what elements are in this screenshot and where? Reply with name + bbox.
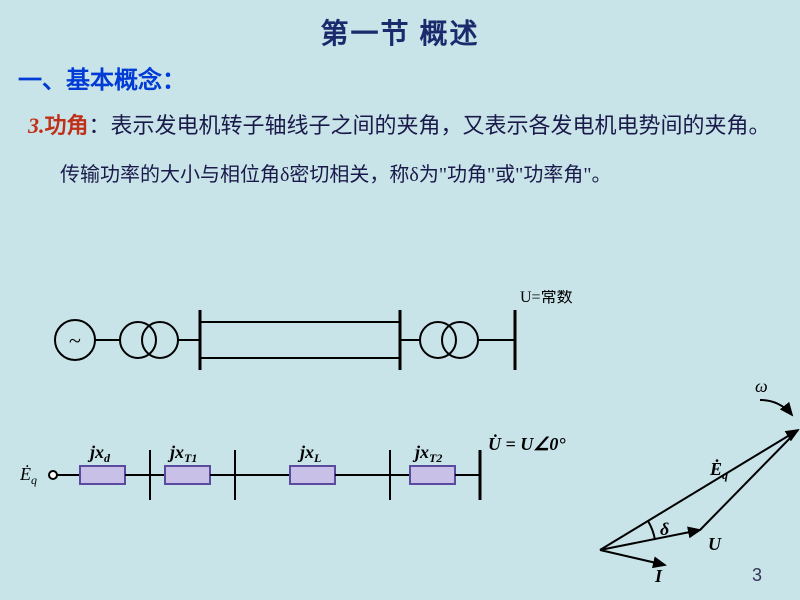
page-title: 第一节 概述 [0, 0, 800, 52]
svg-text:jxT1: jxT1 [167, 442, 197, 465]
item-number: 3. [28, 113, 45, 138]
svg-text:jxL: jxL [297, 442, 321, 465]
svg-text:U: U [708, 534, 722, 554]
explanation-paragraph: 传输功率的大小与相位角δ密切相关，称δ为"功角"或"功率角"。 [60, 160, 740, 190]
phasor-diagram: ω Ėq δ U I [560, 360, 800, 590]
svg-text:U̇ = U∠0°: U̇ = U∠0° [488, 433, 566, 454]
page-number: 3 [752, 565, 762, 586]
svg-text:ω: ω [755, 376, 768, 396]
svg-text:δ: δ [660, 519, 669, 539]
svg-text:Ėq: Ėq [20, 464, 37, 487]
definition-paragraph: 3.功角：表示发电机转子轴线子之间的夹角，又表示各发电机电势间的夹角。 [28, 109, 772, 142]
section-subtitle: 一、基本概念： [18, 60, 800, 95]
svg-text:jxT2: jxT2 [412, 442, 442, 465]
circuit-diagram: ~ U=常数 Ėq [20, 290, 580, 590]
svg-text:Ėq: Ėq [709, 458, 728, 482]
svg-text:jxd: jxd [87, 442, 111, 465]
u-constant-label: U=常数 [520, 290, 573, 306]
definition-text: ：表示发电机转子轴线子之间的夹角，又表示各发电机电势间的夹角。 [89, 113, 771, 138]
term-highlight: 功角 [45, 113, 89, 138]
svg-text:I: I [654, 566, 663, 586]
svg-text:~: ~ [69, 328, 81, 353]
